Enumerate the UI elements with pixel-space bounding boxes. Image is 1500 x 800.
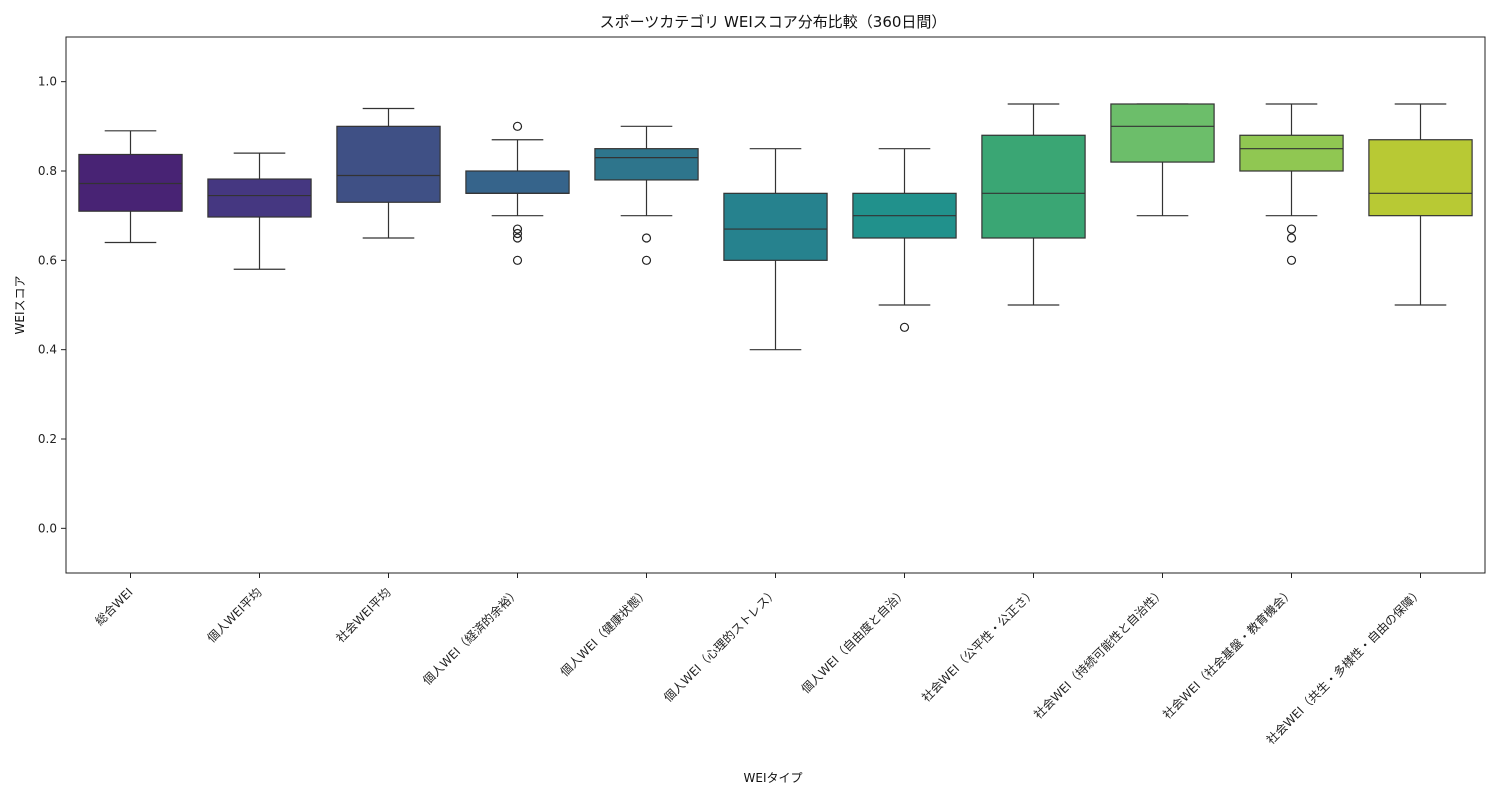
- outlier-point: [1286, 233, 1297, 243]
- box-body: [723, 192, 828, 261]
- x-tick-label: 社会WEI（社会基盤・教育機会）: [1159, 585, 1296, 722]
- outlier-point: [512, 233, 523, 243]
- box-body: [336, 125, 441, 203]
- x-axis-label: WEIタイプ: [744, 771, 803, 785]
- y-tick-label: 0.2: [38, 432, 57, 446]
- y-axis-label: WEIスコア: [13, 276, 27, 335]
- x-tick-label: 社会WEI（持続可能性と自治性）: [1030, 585, 1167, 722]
- box-body: [1110, 103, 1215, 163]
- outlier-point: [512, 224, 523, 234]
- x-tick-label: 総合WEI: [92, 585, 136, 629]
- outlier-point: [641, 233, 652, 243]
- x-tick-label: 個人WEI（心理的ストレス）: [660, 585, 780, 705]
- x-tick-label: 個人WEI平均: [205, 585, 265, 645]
- x-tick-label: 個人WEI（健康状態）: [557, 585, 652, 680]
- outlier-point: [512, 228, 523, 239]
- y-tick-label: 0.8: [38, 164, 57, 178]
- y-tick-label: 0.6: [38, 253, 57, 267]
- outlier-point: [641, 255, 652, 265]
- y-tick-label: 0.4: [38, 343, 57, 357]
- x-tick-label: 社会WEI（共生・多様性・自由の保障）: [1263, 585, 1426, 748]
- y-tick-label: 0.0: [38, 521, 57, 535]
- box-body: [207, 178, 312, 218]
- x-tick-label: 個人WEI（経済的余裕）: [419, 585, 522, 688]
- x-tick-label: 個人WEI（自由度と自治）: [798, 585, 910, 697]
- outlier-point: [1286, 255, 1297, 265]
- box-body: [465, 170, 570, 194]
- outlier-point: [512, 121, 523, 131]
- box-body: [78, 153, 183, 212]
- outlier-point: [1286, 224, 1297, 234]
- x-tick-label: 社会WEI平均: [333, 585, 394, 646]
- x-tick-label: 社会WEI（公平性・公正さ）: [918, 585, 1038, 705]
- box-body: [1368, 139, 1473, 217]
- outlier-point: [899, 322, 910, 332]
- box-body: [1239, 134, 1344, 172]
- plot-frame: [65, 36, 1486, 574]
- box-body: [981, 134, 1086, 239]
- box-body: [594, 148, 699, 181]
- outlier-point: [512, 255, 523, 265]
- y-tick-label: 1.0: [38, 75, 57, 89]
- chart-title: スポーツカテゴリ WEIスコア分布比較（360日間）: [600, 13, 947, 31]
